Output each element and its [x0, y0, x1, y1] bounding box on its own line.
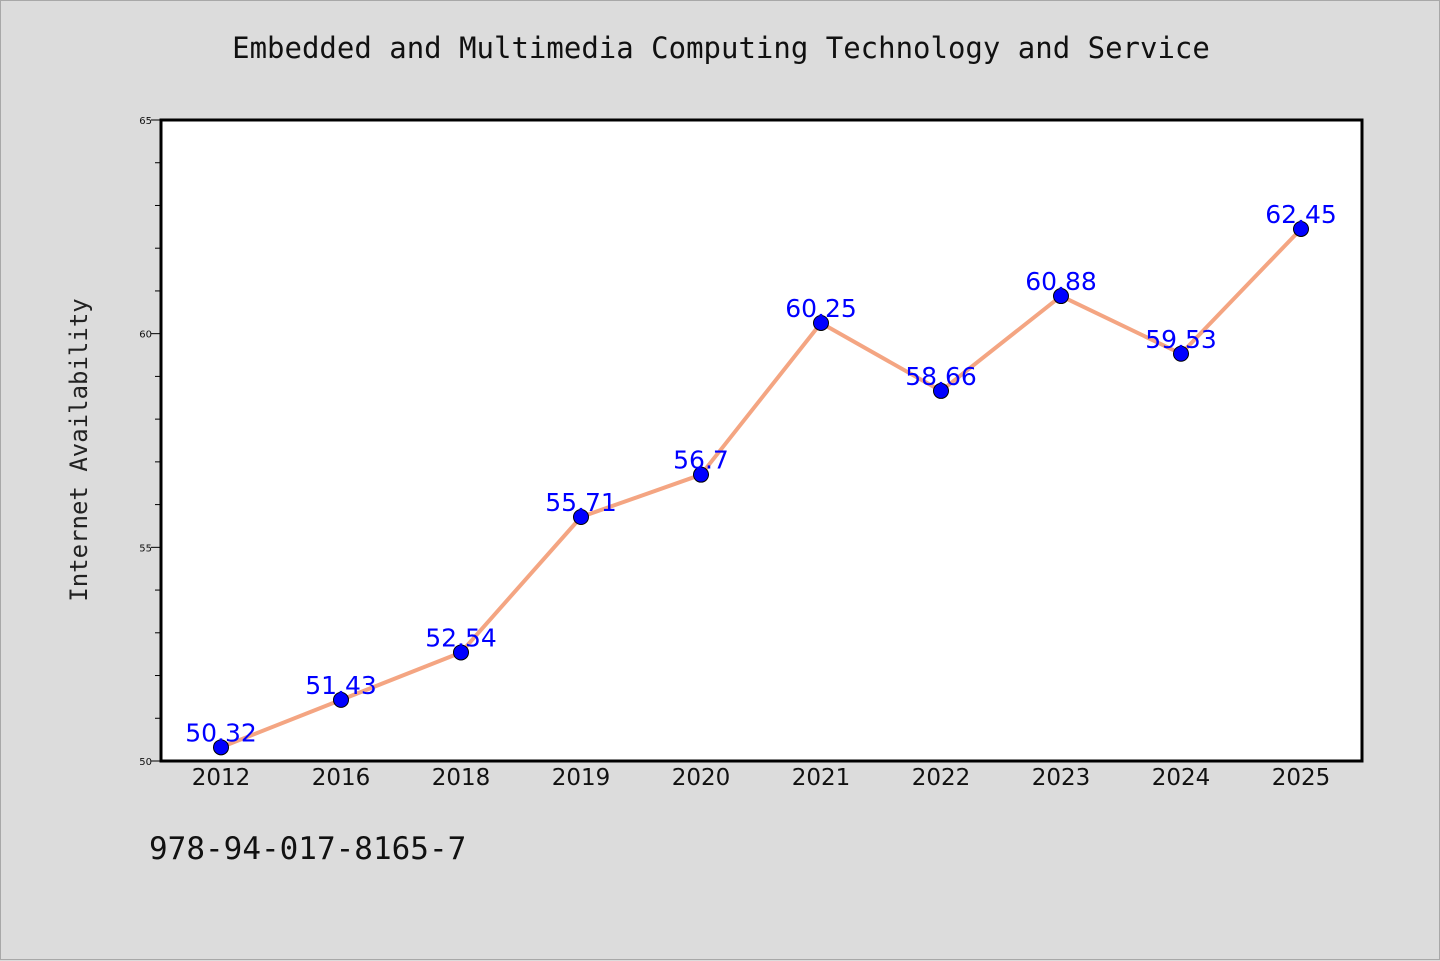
y-tick-label: 65 — [139, 116, 152, 127]
data-label: 51.43 — [305, 671, 377, 700]
data-label: 60.88 — [1025, 267, 1097, 296]
y-axis-ticks — [151, 119, 161, 762]
data-label: 56.7 — [673, 446, 729, 475]
y-axis-tick-labels: 50 55 60 65 — [139, 116, 152, 768]
x-tick-label: 2019 — [552, 765, 611, 791]
y-axis-title: Internet Availability — [65, 298, 93, 601]
x-tick-label: 2020 — [672, 765, 731, 791]
data-point — [333, 691, 349, 708]
y-tick-label: 60 — [139, 330, 152, 341]
data-labels: 50.32 51.43 52.54 55.71 56.7 60.25 58.66 60.88 5… — [185, 200, 1337, 747]
data-point — [213, 739, 229, 756]
data-point — [933, 382, 949, 399]
data-point — [693, 466, 709, 483]
data-point — [813, 314, 829, 331]
data-points — [213, 220, 1309, 756]
x-tick-label: 2022 — [912, 765, 971, 791]
series-line — [219, 226, 1303, 750]
x-tick-label: 2025 — [1272, 765, 1331, 791]
y-tick-label: 50 — [139, 757, 152, 768]
data-point — [573, 508, 589, 525]
data-point — [1053, 288, 1069, 305]
data-point — [453, 644, 469, 661]
x-tick-label: 2023 — [1032, 765, 1091, 791]
data-label: 50.32 — [185, 718, 257, 747]
x-tick-label: 2016 — [312, 765, 371, 791]
x-tick-label: 2012 — [192, 765, 251, 791]
data-label: 58.66 — [905, 362, 977, 391]
isbn-text: 978-94-017-8165-7 — [149, 831, 467, 867]
x-tick-label: 2018 — [432, 765, 491, 791]
data-label: 55.71 — [545, 488, 617, 517]
data-label: 52.54 — [425, 623, 497, 652]
data-label: 62.45 — [1265, 200, 1337, 229]
plot-area — [159, 118, 1364, 763]
x-tick-label: 2021 — [792, 765, 851, 791]
y-tick-label: 55 — [139, 543, 152, 554]
data-point — [1173, 345, 1189, 362]
chart-title: Embedded and Multimedia Computing Techno… — [232, 31, 1210, 65]
x-axis-tick-labels: 2012 2016 2018 2019 2020 2021 2022 2023 2024 2025 — [192, 765, 1331, 791]
x-tick-label: 2024 — [1152, 765, 1211, 791]
data-label: 59.53 — [1145, 325, 1217, 354]
data-point — [1293, 220, 1309, 237]
data-label: 60.25 — [785, 294, 857, 323]
